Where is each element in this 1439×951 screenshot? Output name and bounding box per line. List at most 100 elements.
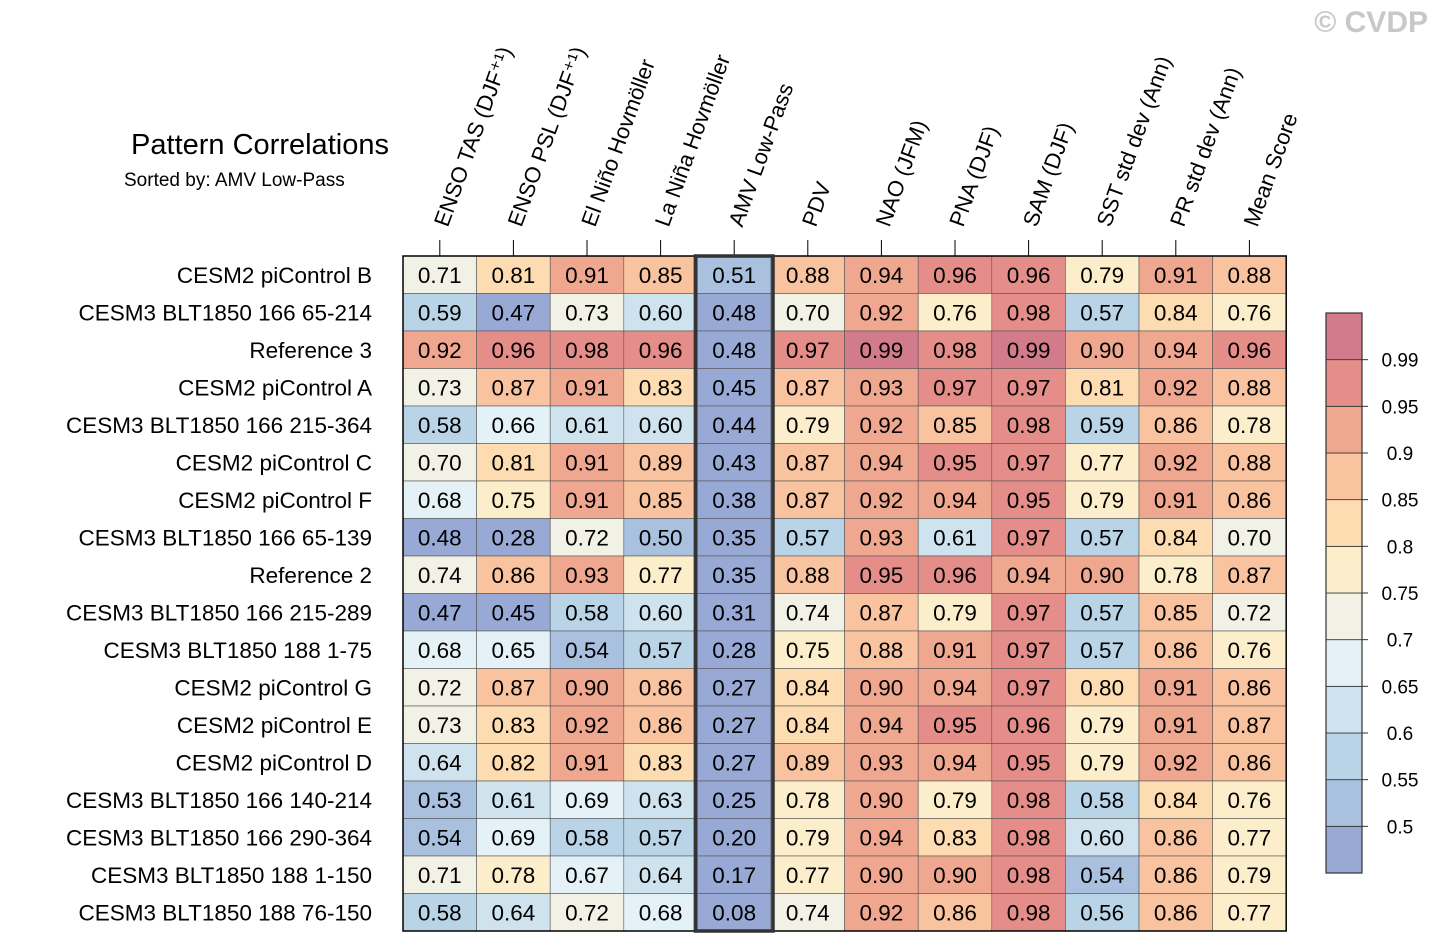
cell-value: 0.71 — [418, 863, 462, 888]
heatmap-cell — [623, 293, 698, 332]
cell-value: 0.84 — [786, 713, 830, 738]
cell-value: 0.74 — [418, 563, 462, 588]
cell-value: 0.92 — [565, 713, 609, 738]
heatmap-cell — [1212, 855, 1287, 894]
cell-value: 0.60 — [1080, 825, 1124, 850]
cell-value: 0.81 — [492, 263, 536, 288]
cell-value: 0.57 — [639, 638, 683, 663]
cell-value: 0.79 — [1080, 713, 1124, 738]
heatmap-cell — [1212, 518, 1287, 557]
heatmap-cell — [402, 743, 477, 782]
heatmap-cell — [402, 893, 477, 932]
heatmap-cell — [623, 555, 698, 594]
heatmap-cell — [991, 405, 1066, 444]
colorbar-tick-label: 0.5 — [1387, 817, 1413, 838]
cell-value: 0.88 — [860, 638, 904, 663]
colorbar-swatch — [1325, 685, 1363, 734]
heatmap-cell — [1065, 705, 1140, 744]
cell-value: 0.73 — [565, 300, 609, 325]
heatmap-cell — [917, 480, 993, 519]
cell-value: 0.97 — [1007, 638, 1051, 663]
row-label: CESM2 piControl B — [177, 263, 372, 288]
cell-value: 0.90 — [1080, 338, 1124, 363]
row-label: CESM2 piControl F — [178, 488, 372, 513]
cell-value: 0.91 — [933, 638, 977, 663]
cell-value: 0.91 — [565, 263, 609, 288]
cell-value: 0.93 — [860, 525, 904, 550]
cell-value: 0.90 — [933, 863, 977, 888]
cell-value: 0.47 — [418, 600, 462, 625]
heatmap-cell — [770, 330, 845, 369]
cell-value: 0.85 — [933, 413, 977, 438]
row-label: CESM3 BLT1850 166 215-289 — [66, 600, 372, 625]
heatmap-cell — [1138, 855, 1213, 894]
heatmap-cell — [1212, 818, 1287, 857]
column-header: NAO (JFM) — [871, 117, 933, 230]
cell-value: 0.76 — [1228, 638, 1272, 663]
cell-value: 0.28 — [492, 525, 536, 550]
heatmap-cell — [697, 668, 772, 707]
heatmap-cell — [770, 518, 845, 557]
cell-value: 0.68 — [639, 900, 683, 925]
colorbar-swatch — [1325, 359, 1363, 407]
cell-value: 0.78 — [1154, 563, 1198, 588]
cell-value: 0.98 — [1007, 863, 1051, 888]
cell-value: 0.86 — [639, 675, 683, 700]
cell-value: 0.99 — [860, 338, 904, 363]
heatmap-cell — [770, 893, 845, 932]
cell-value: 0.77 — [1228, 825, 1272, 850]
heatmap-cell — [991, 855, 1066, 894]
cell-value: 0.43 — [712, 450, 756, 475]
cell-value: 0.74 — [786, 600, 830, 625]
heatmap-cell — [402, 855, 477, 894]
heatmap-cell — [476, 630, 551, 669]
cell-value: 0.97 — [1007, 600, 1051, 625]
cell-value: 0.88 — [786, 263, 830, 288]
cell-value: 0.91 — [1154, 675, 1198, 700]
cell-value: 0.85 — [639, 263, 683, 288]
heatmap-cell — [917, 818, 993, 857]
colorbar-swatch — [1325, 499, 1363, 547]
cell-value: 0.86 — [933, 900, 977, 925]
cell-value: 0.90 — [860, 675, 904, 700]
colorbar-swatch — [1325, 452, 1363, 501]
heatmap-cell — [1138, 255, 1213, 294]
column-header: SST std dev (Ann) — [1091, 53, 1176, 230]
cell-value: 0.79 — [1228, 863, 1272, 888]
heatmap-cell — [549, 405, 625, 444]
cell-value: 0.71 — [418, 263, 462, 288]
heatmap-cell — [1065, 668, 1140, 707]
heatmap-cell — [402, 705, 477, 744]
heatmap-cell — [991, 780, 1066, 819]
heatmap-cell — [1212, 255, 1287, 294]
heatmap-cell — [697, 855, 772, 894]
heatmap-cell — [844, 893, 919, 932]
row-label: CESM3 BLT1850 166 215-364 — [66, 413, 372, 438]
cell-value: 0.70 — [418, 450, 462, 475]
cell-value: 0.94 — [860, 263, 904, 288]
cell-value: 0.68 — [418, 488, 462, 513]
cell-value: 0.79 — [933, 788, 977, 813]
heatmap-cell — [697, 555, 772, 594]
heatmap-cell — [770, 668, 845, 707]
heatmap-cell — [917, 705, 993, 744]
heatmap-cell — [991, 480, 1066, 519]
cell-value: 0.75 — [786, 638, 830, 663]
cell-value: 0.98 — [1007, 788, 1051, 813]
heatmap-cell — [1138, 518, 1213, 557]
row-label: CESM3 BLT1850 166 290-364 — [66, 825, 372, 850]
cell-value: 0.66 — [492, 413, 536, 438]
heatmap-cell — [770, 443, 845, 482]
cell-value: 0.58 — [418, 413, 462, 438]
cell-value: 0.89 — [786, 750, 830, 775]
cell-value: 0.68 — [418, 638, 462, 663]
cell-value: 0.96 — [1007, 263, 1051, 288]
heatmap-cell — [476, 893, 551, 932]
cell-value: 0.58 — [565, 825, 609, 850]
cell-value: 0.91 — [565, 488, 609, 513]
cell-value: 0.98 — [1007, 300, 1051, 325]
heatmap-cell — [1065, 555, 1140, 594]
cell-value: 0.91 — [1154, 263, 1198, 288]
heatmap-cell — [1212, 405, 1287, 444]
heatmap-cell — [697, 443, 772, 482]
